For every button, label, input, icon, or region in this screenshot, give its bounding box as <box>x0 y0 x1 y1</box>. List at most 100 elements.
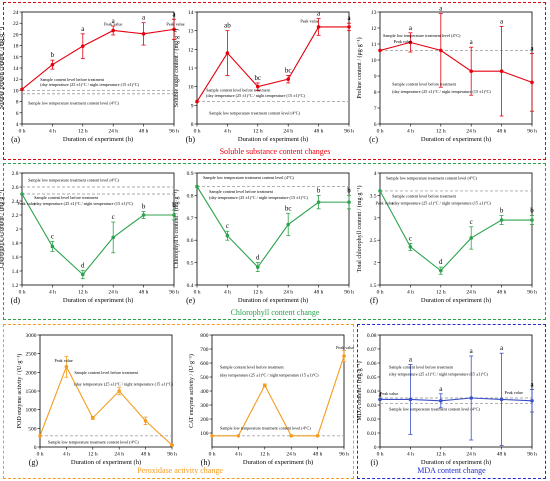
data-point <box>225 233 230 238</box>
x-tick-label: 0 h <box>377 290 384 296</box>
panel-label: (d) <box>11 296 21 305</box>
y-tick-label: 400 <box>200 389 209 395</box>
x-axis-label: Duration of experiment (h) <box>421 136 491 143</box>
data-point <box>111 28 115 33</box>
data-point <box>263 383 267 388</box>
panel-label: (g) <box>29 458 39 467</box>
annotation-text: Sample low temperature treatment content… <box>220 426 311 431</box>
x-tick-label: 0 h <box>377 129 384 135</box>
x-tick-label: 12 h <box>253 129 263 135</box>
x-tick-label: 4 h <box>407 129 414 135</box>
x-axis-label: Duration of experiment (h) <box>63 136 133 143</box>
annotation-text: Sample low temperature treatment content… <box>386 176 477 181</box>
data-point <box>170 443 174 447</box>
significance-letter: c <box>226 222 229 230</box>
data-point <box>50 244 55 249</box>
y-tick-label: 14 <box>13 66 19 72</box>
series-line <box>380 397 533 402</box>
data-point <box>210 434 214 438</box>
significance-letter: c <box>470 218 473 226</box>
significance-letter: bc <box>285 204 292 212</box>
x-tick-label: 4 h <box>49 290 56 296</box>
x-tick-label: 4 h <box>407 452 414 458</box>
x-axis-label: Duration of experiment (h) <box>238 297 308 304</box>
plot-frame <box>379 11 533 125</box>
y-tick-label: 1.6 <box>12 255 19 261</box>
data-point <box>378 397 382 402</box>
x-tick-label: 12 h <box>436 129 446 135</box>
significance-letter: a <box>470 347 474 355</box>
y-tick-label: 2.6 <box>12 185 19 191</box>
y-tick-label: 24 <box>13 10 19 16</box>
significance-letter: a <box>142 14 146 22</box>
data-point <box>408 40 413 45</box>
x-tick-label: 48 h <box>139 129 149 135</box>
plot-frame <box>21 11 175 125</box>
x-tick-label: 24 h <box>286 452 296 458</box>
x-tick-label: 0 h <box>19 129 26 135</box>
data-point <box>81 44 85 48</box>
y-tick-label: 12 <box>188 47 194 53</box>
y-tick-label: 100 <box>200 431 209 437</box>
annotation-text: Sample content level before treatment <box>206 87 271 92</box>
x-axis-label: Duration of experiment (h) <box>421 297 491 304</box>
y-tick-label: 200 <box>200 417 209 423</box>
plot-frame <box>379 172 533 286</box>
group-frame-mda <box>357 324 546 479</box>
x-tick-label: 4 h <box>49 129 56 135</box>
y-axis-label: MDA content / (mg·g⁻¹) <box>356 361 363 420</box>
x-tick-label: 12 h <box>253 290 263 296</box>
y-axis-label: CAT enzyme activity / (U·g⁻¹) <box>188 354 195 428</box>
y-tick-label: 7 <box>374 106 377 112</box>
data-point <box>408 245 413 249</box>
data-point <box>172 27 176 32</box>
data-point <box>91 416 95 420</box>
plot-frame <box>39 334 173 448</box>
significance-letter: c <box>409 234 412 242</box>
x-tick-label: 96 h <box>167 452 177 458</box>
y-tick-label: 2.5 <box>370 238 377 244</box>
y-axis-label: Total chlorophyll content / (mg·g⁻¹) <box>356 186 363 273</box>
annotation-text: (day temperature (25 ±1)°C / night tempe… <box>220 372 319 377</box>
annotation-text: Sample low temperature treatment content… <box>28 177 119 182</box>
data-point <box>316 200 321 204</box>
plot-frame <box>21 172 175 286</box>
x-tick-label: 96 h <box>344 290 354 296</box>
y-tick-label: 2.8 <box>12 171 19 177</box>
x-axis-label: Duration of experiment (h) <box>243 459 313 466</box>
x-tick-label: 4 h <box>63 452 70 458</box>
group-frame-soluble <box>3 2 546 160</box>
x-tick-label: 0 h <box>194 290 201 296</box>
x-tick-label: 96 h <box>527 290 537 296</box>
data-point <box>195 184 199 189</box>
significance-letter: a <box>500 17 504 25</box>
y-tick-label: 0.01 <box>367 431 377 437</box>
significance-letter: a <box>378 390 382 398</box>
x-tick-label: 0 h <box>209 452 216 458</box>
y-tick-label: 0.03 <box>367 403 377 409</box>
y-tick-label: 0.06 <box>367 361 377 367</box>
series-line <box>21 28 175 90</box>
significance-letter: b <box>347 186 351 194</box>
y-tick-label: 800 <box>200 333 209 339</box>
data-point <box>378 48 382 53</box>
y-tick-label: 500 <box>28 426 37 432</box>
y-tick-label: 1.4 <box>12 269 19 275</box>
panel-label: (b) <box>186 135 196 144</box>
y-tick-label: 16 <box>13 55 19 61</box>
panel-label: (e) <box>186 296 195 305</box>
x-tick-label: 48 h <box>314 129 324 135</box>
data-point <box>439 48 443 53</box>
plot-frame <box>196 172 350 286</box>
annotation-text: Sample low temperature treatment content… <box>48 439 139 444</box>
significance-letter: a <box>317 10 321 18</box>
x-axis-label: Duration of experiment (h) <box>63 297 133 304</box>
data-point <box>342 354 346 358</box>
y-tick-label: 9 <box>374 74 377 80</box>
y-tick-label: 10 <box>13 88 19 94</box>
data-point <box>469 69 474 73</box>
y-tick-label: 12 <box>371 26 377 32</box>
y-tick-label: 11 <box>188 66 194 72</box>
data-point <box>530 399 534 403</box>
panel-label: (h) <box>201 458 211 467</box>
